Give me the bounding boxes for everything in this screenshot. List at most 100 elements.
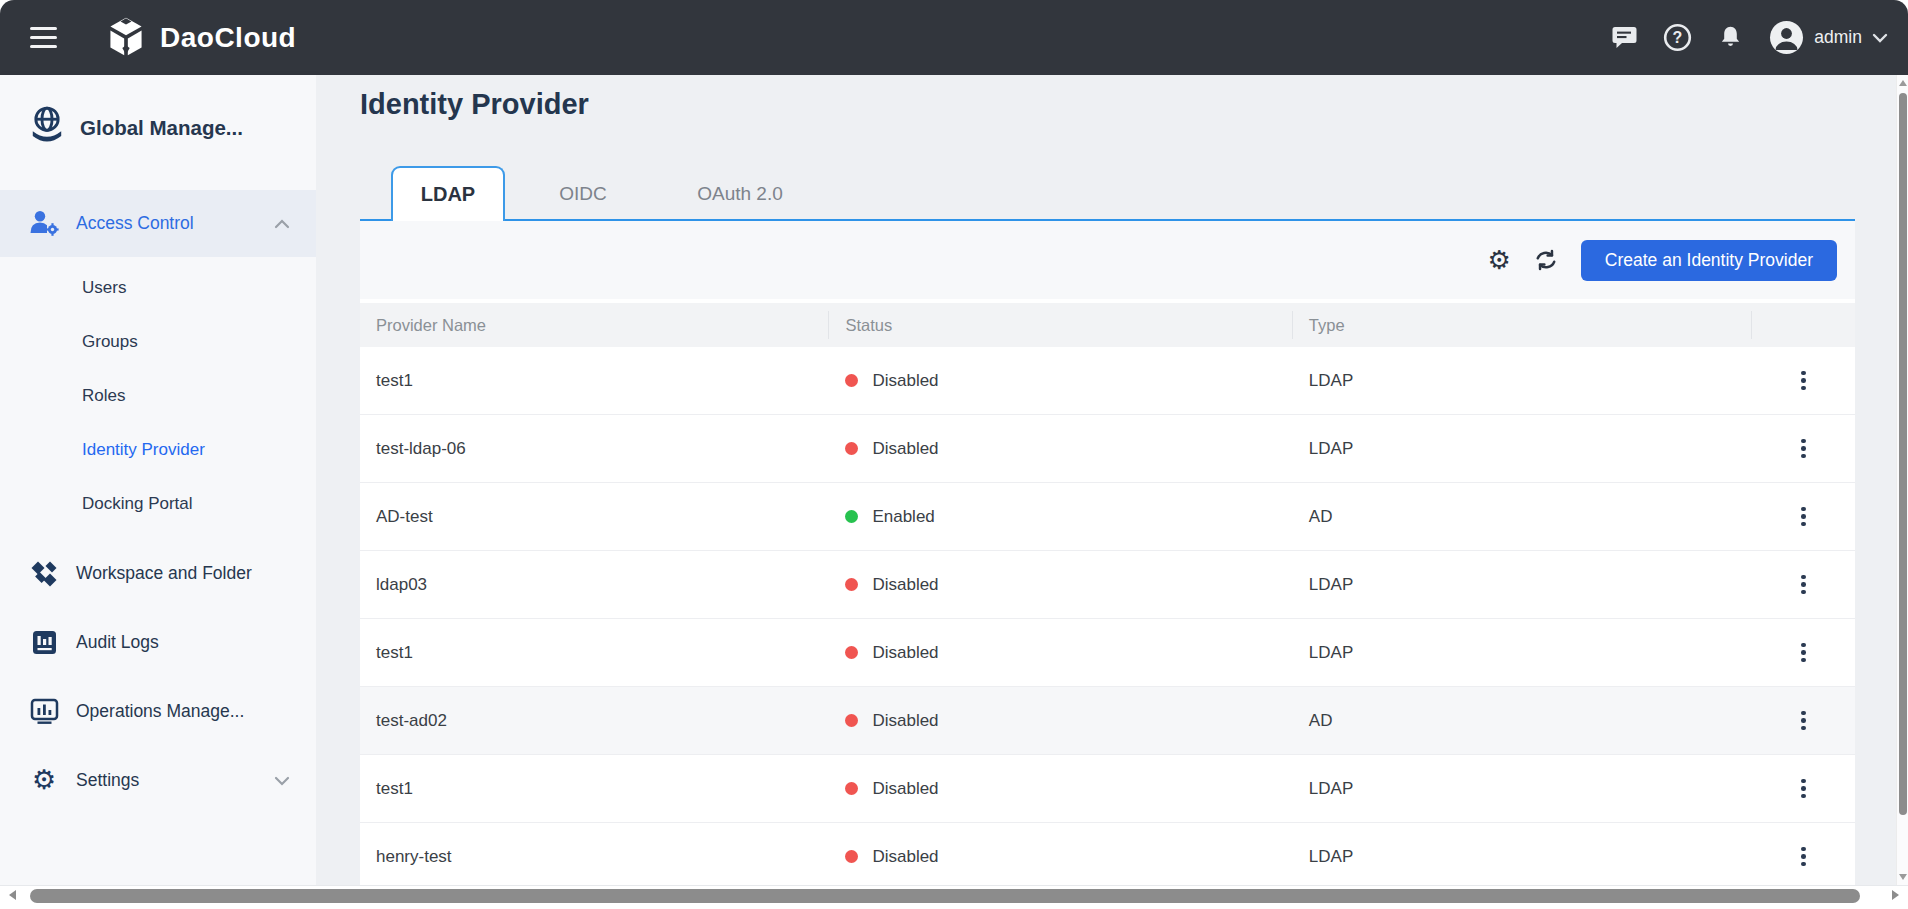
sidebar-item-roles[interactable]: Roles [0,369,316,423]
vertical-scrollbar[interactable] [1896,75,1908,885]
user-menu[interactable]: admin [1769,20,1888,55]
scroll-left-arrow[interactable] [9,890,16,900]
brand-name: DaoCloud [160,0,296,75]
main-content: Identity Provider LDAP OIDC OAuth 2.0 ⚙ … [316,75,1896,885]
chevron-down-icon [274,770,290,791]
sidebar-item-docking-portal[interactable]: Docking Portal [0,477,316,531]
operations-icon [28,698,60,725]
help-icon[interactable]: ? [1663,23,1692,52]
page-title: Identity Provider [360,88,589,121]
sidebar-product-title[interactable]: Global Manage... [28,105,316,150]
column-header-provider-name: Provider Name [360,311,829,339]
sidebar-item-label: Audit Logs [76,632,159,653]
horizontal-scroll-thumb[interactable] [30,889,1860,903]
cell-actions [1752,770,1855,808]
cell-status: Enabled [829,507,1292,527]
kebab-menu-icon[interactable] [1791,498,1816,536]
table-row[interactable]: henry-test Disabled LDAP [360,823,1855,885]
sidebar-item-users[interactable]: Users [0,261,316,315]
chevron-down-icon [1872,29,1888,47]
daocloud-logo-icon[interactable] [104,15,148,63]
scroll-right-arrow[interactable] [1892,890,1899,900]
status-label: Enabled [872,507,934,527]
cell-actions [1752,702,1855,740]
cell-actions [1752,362,1855,400]
sidebar-item-access-control[interactable]: Access Control [0,190,316,257]
tab-oauth20[interactable]: OAuth 2.0 [670,166,810,221]
table-row[interactable]: ldap03 Disabled LDAP [360,551,1855,619]
kebab-menu-icon[interactable] [1791,634,1816,672]
table-row[interactable]: test-ldap-06 Disabled LDAP [360,415,1855,483]
cell-provider-name: test1 [360,779,829,799]
horizontal-scrollbar[interactable] [0,885,1908,905]
table-row[interactable]: AD-test Enabled AD [360,483,1855,551]
table-row[interactable]: test-ad02 Disabled AD [360,687,1855,755]
table-header: Provider Name Status Type [360,303,1855,347]
column-header-type: Type [1293,311,1752,339]
cell-status: Disabled [829,439,1292,459]
cell-provider-name: test1 [360,371,829,391]
svg-text:?: ? [1673,29,1683,46]
bell-icon[interactable] [1717,24,1744,51]
status-label: Disabled [872,575,938,595]
sidebar-item-operations-management[interactable]: Operations Manage... [0,677,316,746]
scroll-up-arrow[interactable] [1899,80,1907,86]
cell-type: LDAP [1293,371,1752,391]
scroll-down-arrow[interactable] [1899,874,1907,880]
table-toolbar: ⚙ Create an Identity Provider [360,221,1855,299]
status-label: Disabled [872,371,938,391]
ldap-panel: ⚙ Create an Identity Provider Provider N… [360,221,1855,885]
table-row[interactable]: test1 Disabled LDAP [360,619,1855,687]
sidebar-item-groups[interactable]: Groups [0,315,316,369]
kebab-menu-icon[interactable] [1791,770,1816,808]
cell-actions [1752,634,1855,672]
status-label: Disabled [872,847,938,867]
table-row[interactable]: test1 Disabled LDAP [360,755,1855,823]
cell-provider-name: test-ad02 [360,711,829,731]
kebab-menu-icon[interactable] [1791,566,1816,604]
chat-icon[interactable] [1611,25,1638,50]
column-header-status: Status [829,311,1292,339]
table-body: test1 Disabled LDAP test-ldap-06 Disable… [360,347,1855,885]
status-dot [845,578,858,591]
kebab-menu-icon[interactable] [1791,430,1816,468]
tab-ldap[interactable]: LDAP [391,166,505,221]
cell-status: Disabled [829,711,1292,731]
status-label: Disabled [872,779,938,799]
tab-oidc[interactable]: OIDC [523,166,643,221]
chevron-up-icon [274,213,290,234]
cell-provider-name: AD-test [360,507,829,527]
refresh-icon[interactable] [1533,247,1559,273]
app-window: DaoCloud ? [0,0,1908,909]
access-control-submenu: Users Groups Roles Identity Provider Doc… [0,261,316,531]
cell-type: AD [1293,507,1752,527]
username: admin [1814,27,1862,48]
cell-provider-name: test-ldap-06 [360,439,829,459]
avatar [1769,20,1804,55]
status-dot [845,714,858,727]
kebab-menu-icon[interactable] [1791,362,1816,400]
cell-status: Disabled [829,371,1292,391]
sidebar-item-identity-provider[interactable]: Identity Provider [0,423,316,477]
status-dot [845,782,858,795]
sidebar-item-label: Settings [76,770,139,791]
create-identity-provider-button[interactable]: Create an Identity Provider [1581,240,1837,281]
vertical-scroll-thumb[interactable] [1899,93,1907,815]
workspace-icon [28,559,60,589]
kebab-menu-icon[interactable] [1791,702,1816,740]
table-row[interactable]: test1 Disabled LDAP [360,347,1855,415]
cell-status: Disabled [829,575,1292,595]
sidebar-item-workspace-and-folder[interactable]: Workspace and Folder [0,539,316,608]
sidebar-item-label: Workspace and Folder [76,563,252,584]
cell-provider-name: ldap03 [360,575,829,595]
cell-status: Disabled [829,779,1292,799]
gear-icon[interactable]: ⚙ [1488,247,1511,273]
sidebar-item-audit-logs[interactable]: Audit Logs [0,608,316,677]
status-dot [845,850,858,863]
globe-icon [28,105,66,150]
hamburger-menu-icon[interactable] [30,27,57,48]
sidebar-item-settings[interactable]: ⚙ Settings [0,746,316,815]
kebab-menu-icon[interactable] [1791,838,1816,876]
cell-actions [1752,430,1855,468]
sidebar-bottom-items: Workspace and Folder Audit Logs [0,539,316,815]
